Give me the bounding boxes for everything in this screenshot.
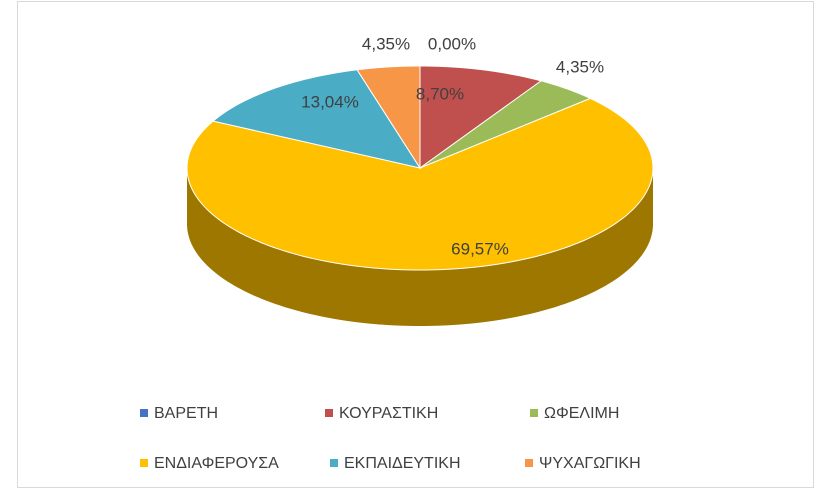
legend-marker (525, 459, 533, 467)
data-label: 4,35% (556, 57, 604, 76)
legend-marker (530, 409, 538, 417)
slice (186, 97, 654, 271)
legend-label: ΨΥΧΑΓΩΓΙΚΗ (539, 455, 641, 472)
legend-marker (330, 459, 338, 467)
data-label: 0,00% (428, 34, 476, 53)
legend-marker (140, 409, 148, 417)
legend-label: ΕΚΠΑΙΔΕΥΤΙΚΗ (344, 455, 461, 472)
legend-marker (140, 459, 148, 467)
legend-label: ΩΦΕΛΙΜΗ (544, 405, 619, 422)
data-label: 8,70% (416, 84, 464, 103)
data-label: 4,35% (362, 34, 410, 53)
legend-label: ΕΝΔΙΑΦΕΡΟΥΣΑ (154, 455, 279, 472)
slice (356, 65, 421, 170)
slice-side (187, 168, 653, 326)
legend-marker (325, 409, 333, 417)
data-label: 69,57% (451, 239, 509, 258)
slice (419, 80, 592, 169)
data-label: 13,04% (301, 92, 359, 111)
slice (212, 69, 422, 169)
legend-label: ΚΟΥΡΑΣΤΙΚΗ (339, 405, 438, 422)
slice (419, 65, 543, 169)
legend-label: ΒΑΡΕΤΗ (154, 405, 218, 422)
